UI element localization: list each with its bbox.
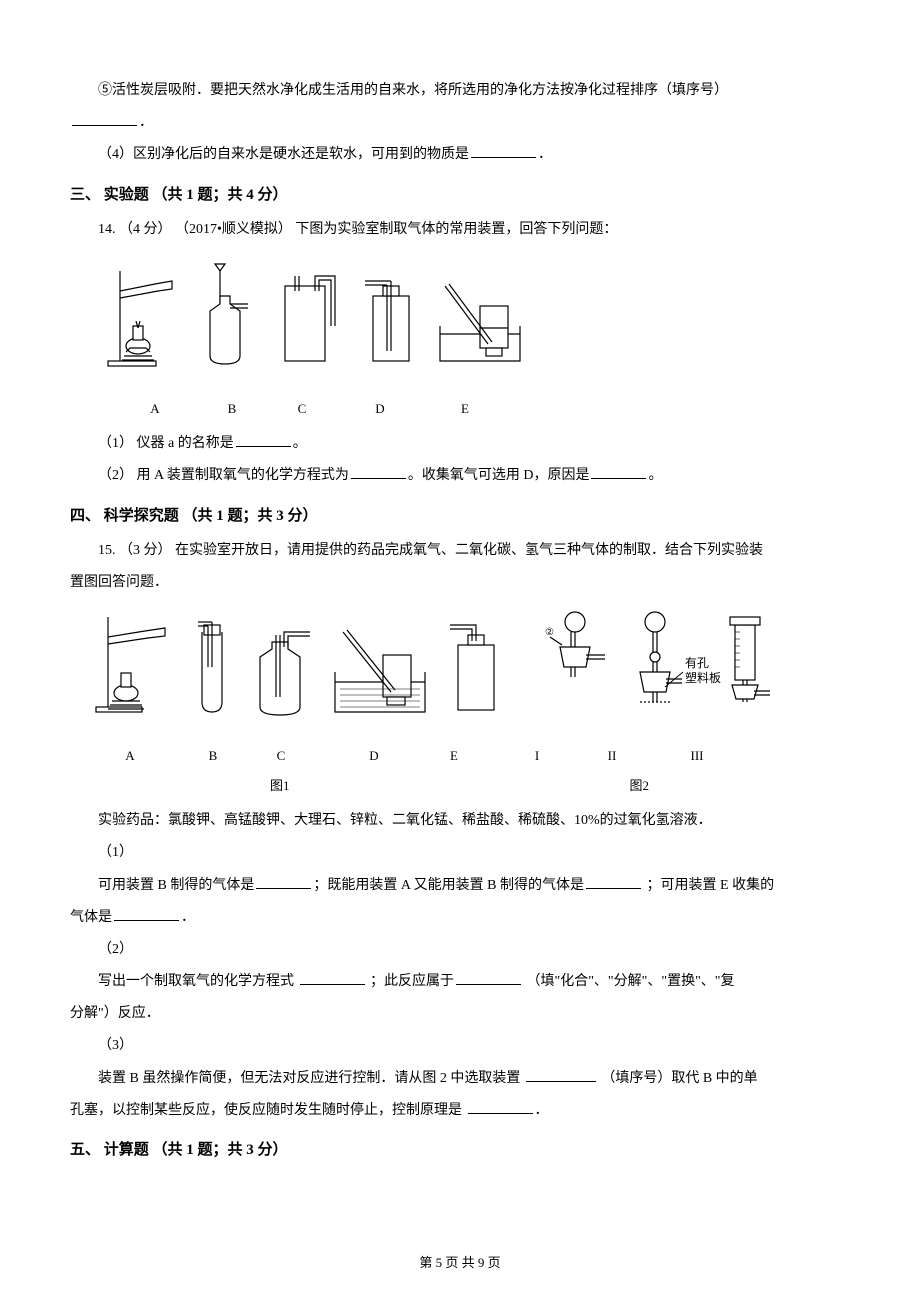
sub1-text-a: 可用装置 B 制得的气体是: [98, 878, 254, 893]
sub2-line1: 写出一个制取氧气的化学方程式 ；此反应属于 （填"化合"、"分解"、"置换"、"…: [70, 966, 850, 998]
sub3-line2-b: ．: [535, 1103, 549, 1118]
q14-1-blank[interactable]: [236, 433, 291, 447]
q13-suffix: ．: [139, 115, 153, 130]
q15-stem-line1: 15. （3 分） 在实验室开放日，请用提供的药品完成氧气、二氧化碳、氢气三种气…: [70, 535, 850, 567]
q13-4-blank[interactable]: [471, 144, 536, 158]
fig2-label-B: B: [193, 741, 233, 771]
q13-step5-line: ⑤活性炭层吸附．要把天然水净化成生活用的自来水，将所选用的净化方法按净化过程排序…: [70, 75, 850, 107]
sub1-label: （1）: [70, 837, 850, 869]
fig1-label-D: D: [350, 394, 410, 424]
sub3-line2-a: 孔塞，以控制某些反应，使反应随时发生随时停止，控制原理是: [70, 1103, 466, 1118]
app2-III: [730, 617, 770, 702]
apparatus-E: [440, 284, 520, 361]
apparatus-A: [108, 271, 172, 366]
sub3-text-b: （填序号）取代 B 中的单: [598, 1071, 758, 1086]
section3-header: 三、 实验题 （共 1 题；共 4 分）: [70, 178, 850, 213]
fig2-label-II: II: [597, 741, 627, 771]
q13-blank-line: ．: [70, 107, 850, 139]
q15-stem-line2: 置图回答问题．: [70, 567, 850, 599]
fig2-annot2-text: 塑料板: [685, 670, 721, 685]
sub1-line1: 可用装置 B 制得的气体是 ；既能用装置 A 又能用装置 B 制得的气体是 ；可用…: [70, 870, 850, 902]
sub1-line2-b: ．: [181, 910, 195, 925]
sub3-line2: 孔塞，以控制某些反应，使反应随时发生随时停止，控制原理是 ．: [70, 1095, 850, 1127]
app2-A: [96, 617, 165, 712]
figure2-svg: ②: [90, 607, 830, 737]
sub3-blank2[interactable]: [468, 1100, 533, 1114]
fig1-label-E: E: [435, 394, 495, 424]
fig1-label-A: A: [120, 394, 190, 424]
app2-E: [450, 625, 494, 710]
fig2-label-I: I: [522, 741, 552, 771]
sub2-text-c: （填"化合"、"分解"、"置换"、"复: [523, 974, 735, 989]
sub1-text-c: ；可用装置 E 收集的: [643, 878, 774, 893]
sub3-label: （3）: [70, 1030, 850, 1062]
sub1-line2: 气体是 ．: [70, 902, 850, 934]
app2-B: [198, 622, 222, 712]
fig2-label-E: E: [434, 741, 474, 771]
fig2-caption2: 图2: [630, 771, 650, 801]
sub1-line2-a: 气体是: [70, 910, 112, 925]
fig2-label-D: D: [349, 741, 399, 771]
q14-2-suf: 。: [648, 468, 662, 483]
sub2-blank1[interactable]: [300, 971, 365, 985]
page-footer: 第 5 页 共 9 页: [0, 1248, 920, 1278]
section4-header: 四、 科学探究题 （共 1 题；共 3 分）: [70, 499, 850, 534]
sub1-text-b: ；既能用装置 A 又能用装置 B 制得的气体是: [313, 878, 584, 893]
sub2-text-b: ；此反应属于: [367, 974, 455, 989]
q14-2-blank1[interactable]: [351, 465, 406, 479]
svg-text:②: ②: [545, 627, 554, 638]
q13-step5-text: ⑤活性炭层吸附．要把天然水净化成生活用的自来水，将所选用的净化方法按净化过程排序…: [98, 83, 728, 98]
fig2-label-III: III: [682, 741, 712, 771]
fig1-label-C: C: [272, 394, 332, 424]
q14-1-pre: （1） 仪器 a 的名称是: [98, 436, 234, 451]
sub3-line1: 装置 B 虽然操作简便，但无法对反应进行控制．请从图 2 中选取装置 （填序号）…: [70, 1063, 850, 1095]
fig2-annot1-text: 有孔: [685, 656, 709, 670]
figure1-svg: [100, 256, 540, 386]
q14-2-pre: （2） 用 A 装置制取氧气的化学方程式为: [98, 468, 349, 483]
apparatus-C: [285, 276, 335, 361]
app2-II: [640, 612, 682, 702]
q14-2-mid: 。收集氧气可选用 D，原因是: [408, 468, 590, 483]
app2-I: ②: [545, 612, 605, 677]
apparatus-B: [210, 264, 248, 364]
fig1-label-B: B: [202, 394, 262, 424]
sub2-blank2[interactable]: [456, 971, 521, 985]
q13-4-text: （4）区别净化后的自来水是硬水还是软水，可用到的物质是: [98, 147, 469, 162]
fig2-label-C: C: [261, 741, 301, 771]
figure2-container: ②: [90, 607, 850, 801]
q14-1-line: （1） 仪器 a 的名称是 。: [70, 428, 850, 460]
reagents-line: 实验药品：氯酸钾、高锰酸钾、大理石、锌粒、二氧化锰、稀盐酸、稀硫酸、10%的过氧…: [70, 805, 850, 837]
sub1-blank3[interactable]: [114, 907, 179, 921]
sub3-text-a: 装置 B 虽然操作简便，但无法对反应进行控制．请从图 2 中选取装置: [98, 1071, 524, 1086]
fig2-label-A: A: [105, 741, 155, 771]
q13-4-line: （4）区别净化后的自来水是硬水还是软水，可用到的物质是 ．: [70, 139, 850, 171]
q14-1-suf: 。: [293, 436, 307, 451]
sub1-blank1[interactable]: [256, 875, 311, 889]
sub3-blank1[interactable]: [526, 1068, 596, 1082]
section5-header: 五、 计算题 （共 1 题；共 3 分）: [70, 1133, 850, 1168]
app2-D: [335, 630, 425, 712]
q13-4-suffix: ．: [538, 147, 552, 162]
sub2-line2: 分解"）反应．: [70, 998, 850, 1030]
app2-C: [260, 632, 310, 715]
figure1-container: A B C D E: [100, 256, 850, 424]
q14-stem: 14. （4 分） （2017•顺义模拟） 下图为实验室制取气体的常用装置，回答…: [70, 214, 850, 246]
fig2-caption1: 图1: [270, 771, 290, 801]
sub1-blank2[interactable]: [586, 875, 641, 889]
sub2-text-a: 写出一个制取氧气的化学方程式: [98, 974, 298, 989]
apparatus-D: [365, 281, 409, 361]
q13-order-blank[interactable]: [72, 112, 137, 126]
sub2-label: （2）: [70, 934, 850, 966]
q14-2-blank2[interactable]: [591, 465, 646, 479]
q14-2-line: （2） 用 A 装置制取氧气的化学方程式为 。收集氧气可选用 D，原因是 。: [70, 460, 850, 492]
